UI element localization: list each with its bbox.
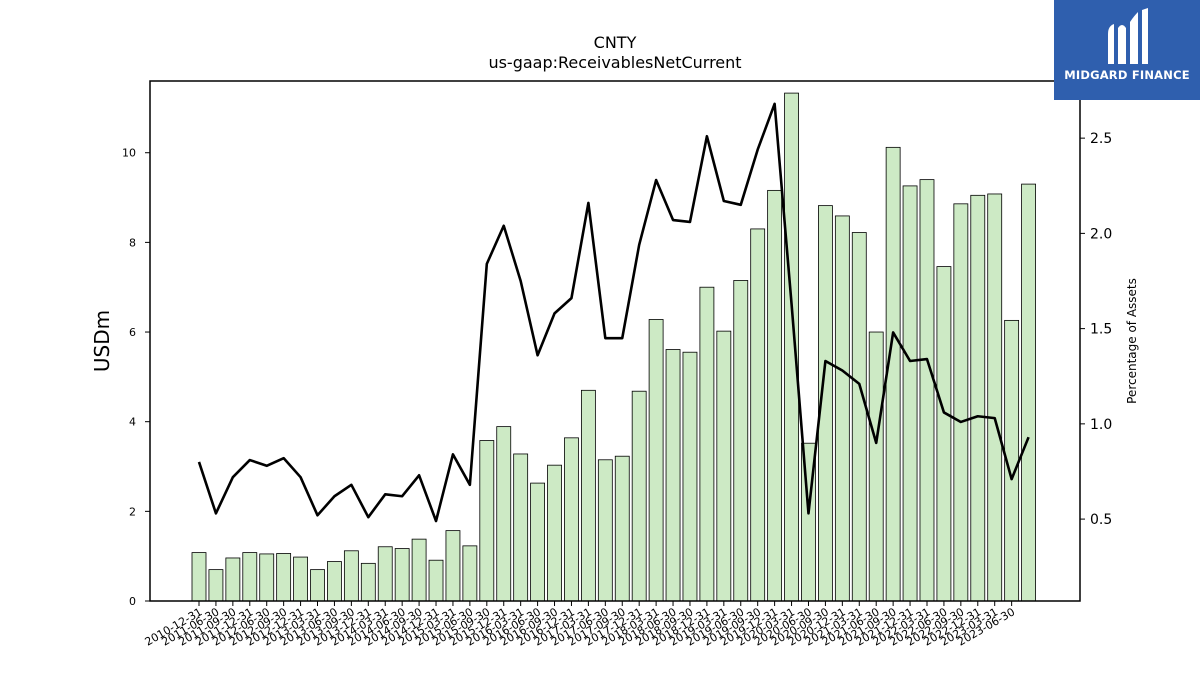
bar: [360, 562, 376, 602]
y-tick-label: 0: [129, 595, 136, 608]
y-tick-label: 4: [129, 416, 136, 429]
chart-title: CNTY: [594, 33, 637, 52]
bar: [987, 193, 1003, 602]
bar: [750, 228, 766, 602]
bar: [953, 203, 969, 602]
bar: [343, 550, 359, 602]
bar: [259, 553, 275, 602]
midgard-m-icon: [1108, 8, 1148, 64]
bar: [530, 482, 545, 602]
bar: [936, 266, 952, 602]
bar: [614, 455, 630, 602]
bar: [699, 286, 715, 602]
bar: [716, 330, 732, 602]
y-tick-label: 8: [129, 236, 136, 249]
bar: [784, 92, 799, 602]
bar: [225, 557, 241, 602]
bar: [885, 146, 901, 602]
bar: [191, 552, 207, 602]
y-tick-label: 6: [129, 326, 136, 339]
y2-tick-label: 0.5: [1090, 512, 1112, 528]
bar: [868, 331, 884, 602]
bar: [310, 569, 325, 602]
y2-axis-label: Percentage of Assets: [1125, 278, 1139, 404]
bar: [648, 319, 664, 602]
bar: [851, 232, 867, 602]
bar: [547, 464, 562, 602]
bar: [293, 556, 308, 602]
bar: [479, 440, 495, 602]
bar: [411, 538, 427, 602]
bar: [445, 530, 461, 602]
bar: [631, 390, 647, 602]
bar: [208, 569, 224, 602]
bar: [767, 189, 783, 602]
bar: [394, 548, 410, 602]
bar: [733, 280, 749, 602]
y2-axis: 0.5 1.0 1.5 2.0 2.5: [1080, 131, 1112, 528]
bar: [1021, 183, 1036, 602]
bar: [462, 545, 478, 602]
y-axis-label: USDm: [90, 310, 114, 372]
chart-subtitle: us-gaap:ReceivablesNetCurrent: [488, 53, 741, 72]
bar: [919, 179, 935, 602]
bar: [276, 553, 292, 602]
bar: [580, 389, 596, 602]
bar: [564, 437, 579, 602]
y2-tick-label: 2.5: [1090, 131, 1112, 147]
bar: [597, 459, 613, 602]
bar: [834, 215, 850, 602]
bar: [902, 185, 918, 602]
plot-frame: [149, 80, 1081, 602]
y-tick-label: 10: [122, 147, 136, 160]
bar: [513, 453, 529, 602]
bar: [665, 349, 681, 602]
bar: [377, 546, 393, 602]
bar: [682, 351, 698, 602]
y2-tick-label: 1.0: [1090, 417, 1112, 433]
y2-tick-label: 1.5: [1090, 322, 1112, 338]
bar-series: [191, 92, 1036, 602]
percent-line-series: [197, 102, 1030, 523]
midgard-finance-logo: MIDGARD FINANCE: [1054, 0, 1200, 100]
bar: [970, 194, 986, 602]
bar: [242, 552, 258, 602]
y2-tick-label: 2.0: [1090, 226, 1112, 242]
bar: [496, 426, 512, 602]
bar: [428, 559, 444, 602]
y-tick-label: 2: [129, 505, 136, 518]
bar: [327, 561, 342, 602]
percent-line: [197, 102, 1030, 523]
y-axis: 0 2 4 6 8 10: [122, 147, 150, 608]
x-axis: 2010-12-312011-06-302011-09-302011-12-31…: [143, 601, 1017, 649]
logo-text: MIDGARD FINANCE: [1064, 68, 1190, 82]
